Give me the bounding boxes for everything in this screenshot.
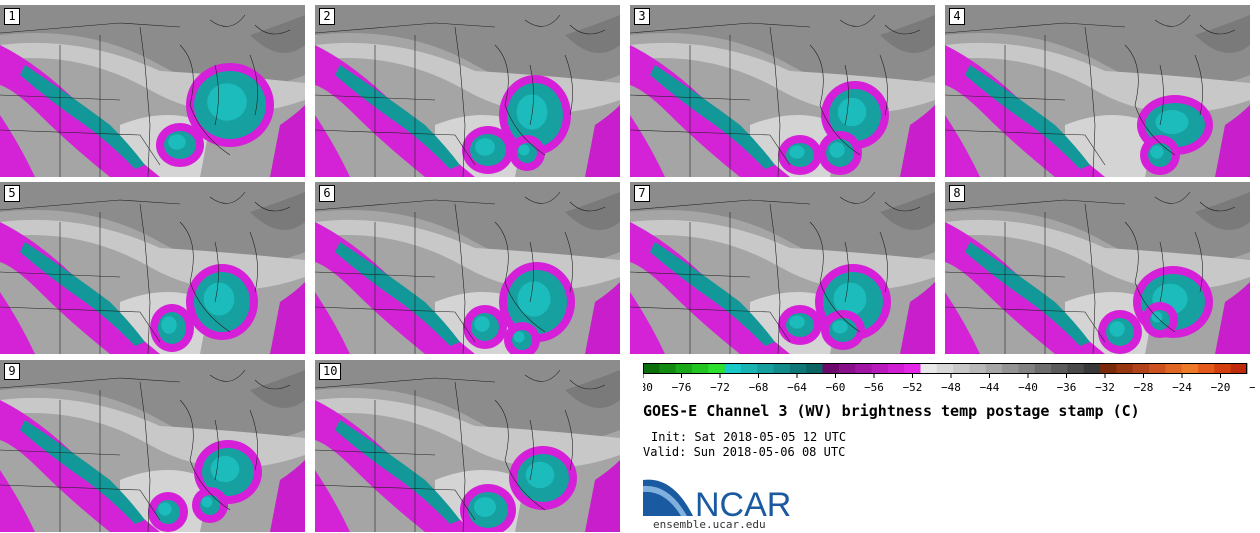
colorbar-bin <box>773 363 791 374</box>
panel-label: 5 <box>4 185 20 202</box>
wv-map <box>315 360 620 532</box>
colorbar-bin <box>1018 363 1036 374</box>
colorbar-bin <box>1181 363 1199 374</box>
colorbar-bin <box>643 363 660 374</box>
ncar-logo: NCAR <box>643 479 791 520</box>
colorbar-tick-label: −28 <box>1134 381 1154 394</box>
colorbar-bin <box>724 363 742 374</box>
colorbar-bin <box>1083 363 1101 374</box>
wv-map <box>315 5 620 177</box>
figure-title: GOES-E Channel 3 (WV) brightness temp po… <box>643 402 1140 420</box>
colorbar-frame <box>643 363 1247 374</box>
colorbar-tick-label: −24 <box>1172 381 1192 394</box>
colorbar-tick-label: −52 <box>903 381 923 394</box>
colorbar-bin <box>1214 363 1232 374</box>
colorbar-bin <box>936 363 954 374</box>
colorbar-bin <box>904 363 922 374</box>
colorbar-bin <box>855 363 873 374</box>
member-panel-2: 2 <box>315 5 620 177</box>
member-panel-7: 7 <box>630 182 935 354</box>
colorbar-bin <box>740 363 758 374</box>
colorbar-bin <box>1067 363 1085 374</box>
panel-label: 1 <box>4 8 20 25</box>
wv-map <box>945 5 1250 177</box>
panel-label: 4 <box>949 8 965 25</box>
wv-map <box>315 182 620 354</box>
colorbar-tick-label: −60 <box>826 381 846 394</box>
panel-label: 6 <box>319 185 335 202</box>
colorbar-tick-label: −40 <box>1018 381 1038 394</box>
colorbar-bin <box>1100 363 1117 374</box>
ncar-logo-text: NCAR <box>695 486 791 520</box>
wv-map <box>0 360 305 532</box>
colorbar-bin <box>1165 363 1183 374</box>
wv-map <box>630 5 935 177</box>
colorbar-tick-label: −64 <box>787 381 807 394</box>
member-panel-5: 5 <box>0 182 305 354</box>
wv-map <box>0 5 305 177</box>
colorbar-bin <box>659 363 677 374</box>
colorbar-bin <box>1116 363 1134 374</box>
colorbar-bin <box>1002 363 1019 374</box>
colorbar-bin <box>953 363 970 374</box>
colorbar-bin <box>1132 363 1150 374</box>
website-text: ensemble.ucar.edu <box>653 518 766 531</box>
panel-label: 9 <box>4 363 20 380</box>
colorbar: −80 −76 −72 −68 −64 −60 −56 −52 −48 −44 −40 −36 −32 −… <box>643 363 1255 394</box>
colorbar-bin <box>1034 363 1052 374</box>
colorbar-bin <box>789 363 807 374</box>
colorbar-tick-label: −16 <box>1249 381 1255 394</box>
valid-time: Valid: Sun 2018-05-06 08 UTC <box>643 445 846 459</box>
member-panel-1: 1 <box>0 5 305 177</box>
member-panel-10: 10 <box>315 360 620 532</box>
colorbar-tick-label: −76 <box>672 381 692 394</box>
colorbar-tick-label: −48 <box>941 381 961 394</box>
colorbar-tick-label: −36 <box>1057 381 1077 394</box>
colorbar-tick-label: −68 <box>749 381 769 394</box>
colorbar-tick-label: −32 <box>1095 381 1115 394</box>
wv-map <box>945 182 1250 354</box>
colorbar-bin <box>969 363 987 374</box>
colorbar-tick-label: −56 <box>864 381 884 394</box>
panel-label: 3 <box>634 8 650 25</box>
colorbar-bin <box>757 363 775 374</box>
colorbar-bin <box>887 363 905 374</box>
member-panel-8: 8 <box>945 182 1250 354</box>
wv-map <box>0 182 305 354</box>
colorbar-bin <box>985 363 1003 374</box>
member-panel-3: 3 <box>630 5 935 177</box>
colorbar-bin <box>675 363 693 374</box>
colorbar-bin <box>1198 363 1215 374</box>
init-time: Init: Sat 2018-05-05 12 UTC <box>651 430 847 444</box>
colorbar-bin <box>691 363 709 374</box>
colorbar-bin <box>920 363 938 374</box>
member-panel-4: 4 <box>945 5 1250 177</box>
colorbar-bin <box>822 363 840 374</box>
colorbar-bin <box>708 363 726 374</box>
colorbar-bin <box>1051 363 1068 374</box>
wv-map <box>630 182 935 354</box>
colorbar-bin <box>1230 363 1248 374</box>
panel-label: 2 <box>319 8 335 25</box>
colorbar-bin <box>806 363 824 374</box>
colorbar-tick-label: −44 <box>980 381 1000 394</box>
colorbar-bin <box>871 363 889 374</box>
colorbar-tick-label: −72 <box>710 381 730 394</box>
colorbar-bin <box>838 363 856 374</box>
colorbar-bin <box>1149 363 1166 374</box>
member-panel-9: 9 <box>0 360 305 532</box>
panel-label: 7 <box>634 185 650 202</box>
panel-label: 10 <box>319 363 342 380</box>
panel-label: 8 <box>949 185 965 202</box>
colorbar-tick-label: −80 <box>643 381 653 394</box>
member-panel-6: 6 <box>315 182 620 354</box>
colorbar-tick-label: −20 <box>1211 381 1231 394</box>
